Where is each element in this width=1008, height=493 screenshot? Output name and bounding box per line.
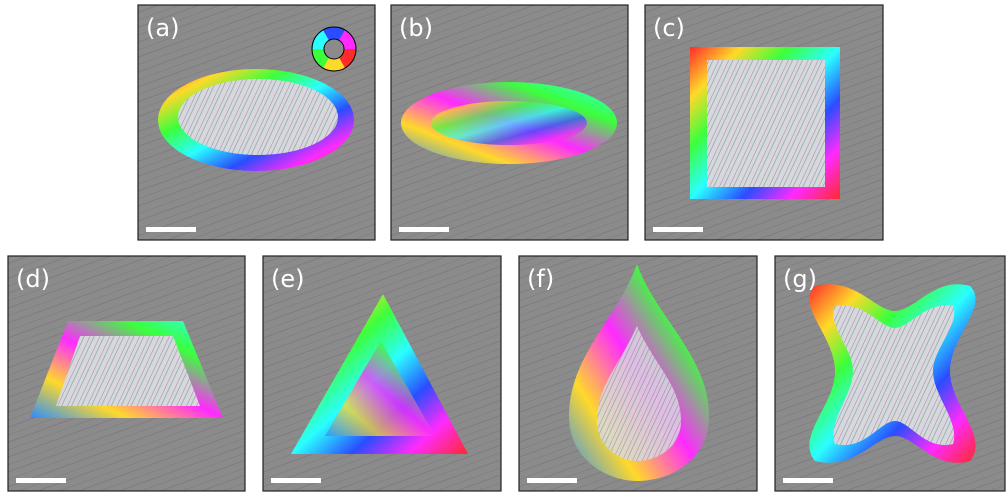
panel: (e) (263, 256, 501, 491)
panel: (d) (8, 256, 245, 491)
panel: (f) (519, 256, 757, 491)
shape-core (178, 79, 338, 155)
panel: (b) (391, 5, 628, 240)
panel-label: (a) (146, 14, 179, 42)
figure: (a) (b) (c) (d) (e) (f) (g) (0, 0, 1008, 493)
panel-label: (g) (783, 265, 817, 293)
scale-bar (146, 227, 196, 232)
panel: (a) (138, 5, 375, 240)
scale-bar (527, 478, 577, 483)
shape-core (707, 60, 825, 187)
scale-bar (271, 478, 321, 483)
scale-bar (653, 227, 703, 232)
panel-label: (e) (271, 265, 305, 293)
panel-label: (c) (653, 14, 685, 42)
panel-label: (f) (527, 265, 554, 293)
color-wheel-hole (324, 39, 344, 59)
panel: (g) (775, 256, 1005, 491)
panel-label: (b) (399, 14, 433, 42)
scale-bar (399, 227, 449, 232)
panel-label: (d) (16, 265, 50, 293)
scale-bar (16, 478, 66, 483)
scale-bar (783, 478, 833, 483)
shape-core (431, 101, 587, 145)
panel: (c) (645, 5, 883, 240)
color-wheel (312, 27, 356, 71)
